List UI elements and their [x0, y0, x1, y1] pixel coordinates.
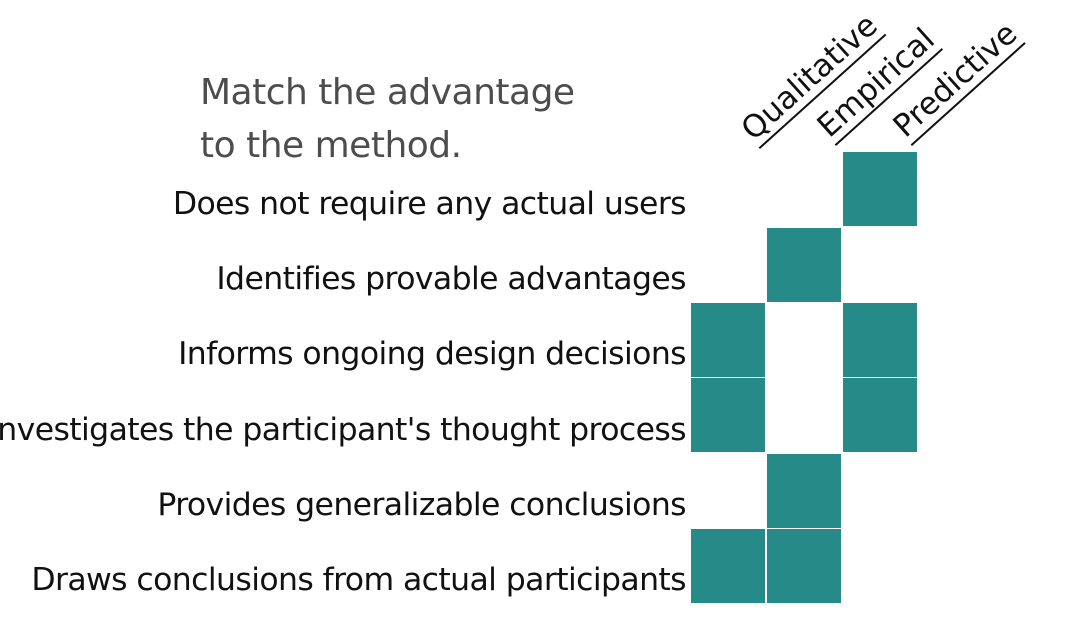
- match-cell-row5-empirical: [767, 454, 841, 528]
- match-cell-row3-qualitative: [691, 303, 765, 377]
- match-cell-row2-empirical: [767, 228, 841, 302]
- match-cell-row6-empirical: [767, 529, 841, 603]
- row-label-provable-advantages: Identifies provable advantages: [216, 261, 686, 297]
- instruction-line-1: Match the advantage: [200, 72, 575, 113]
- match-cell-row3-predictive: [843, 303, 917, 377]
- row-label-thought-process: Investigates the participant's thought p…: [0, 412, 687, 448]
- match-cell-row1-predictive: [843, 152, 917, 226]
- match-cell-row6-qualitative: [691, 529, 765, 603]
- row-label-ongoing-design: Informs ongoing design decisions: [178, 336, 687, 372]
- instruction-title: Match the advantage to the method.: [200, 66, 575, 172]
- match-cell-row4-qualitative: [691, 378, 765, 452]
- row-label-generalizable: Provides generalizable conclusions: [157, 487, 686, 523]
- row-label-actual-participants: Draws conclusions from actual participan…: [31, 562, 686, 598]
- row-label-no-users: Does not require any actual users: [172, 186, 687, 222]
- instruction-line-2: to the method.: [200, 125, 462, 166]
- match-cell-row4-predictive: [843, 378, 917, 452]
